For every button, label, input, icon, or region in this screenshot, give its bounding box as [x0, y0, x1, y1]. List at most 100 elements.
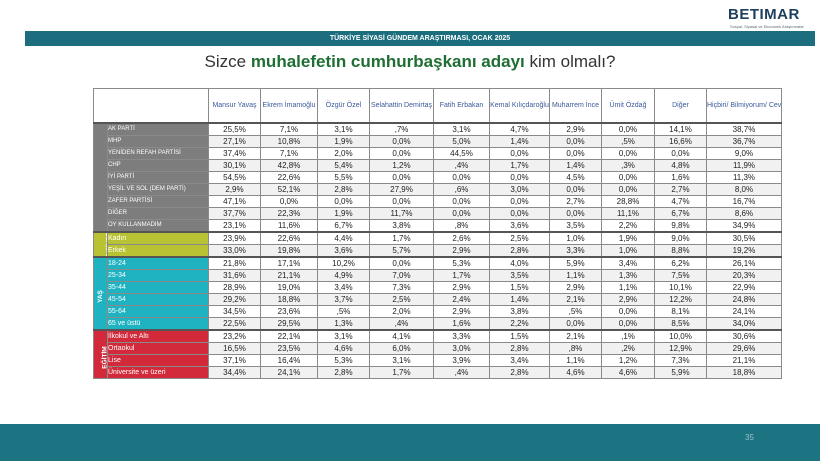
cell-value: 1,9% [601, 231, 655, 245]
cell-value: 1,1% [549, 269, 602, 282]
cell-value: 0,0% [654, 147, 707, 160]
cell-value: 5,3% [317, 354, 370, 367]
cell-value: 10,0% [654, 329, 707, 343]
row-label: İYİ PARTİ [107, 171, 209, 184]
cell-value: 7,1% [260, 147, 318, 160]
question-suffix: kim olmalı? [524, 52, 616, 71]
cell-value: 4,7% [489, 122, 550, 136]
cell-value: 26,1% [706, 256, 782, 270]
row-label: Kadın [107, 231, 209, 245]
cell-value: 5,7% [369, 244, 434, 258]
col-header: Mansur Yavaş [208, 88, 261, 124]
cell-value: 8,6% [706, 207, 782, 220]
row-label: MHP [107, 135, 209, 148]
cell-value: 2,2% [601, 219, 655, 233]
cell-value: 4,5% [549, 171, 602, 184]
cell-value: 2,9% [433, 244, 490, 258]
cell-value: 2,7% [549, 195, 602, 208]
cell-value: 30,6% [706, 329, 782, 343]
cell-value: 19,2% [706, 244, 782, 258]
col-header: Ekrem İmamoğlu [260, 88, 318, 124]
cell-value: 1,7% [433, 269, 490, 282]
cell-value: ,6% [433, 183, 490, 196]
cell-value: 5,0% [433, 135, 490, 148]
cell-value: 3,5% [549, 219, 602, 233]
header-blank [93, 88, 209, 124]
cell-value: 2,0% [369, 305, 434, 318]
cell-value: 23,2% [208, 329, 261, 343]
cell-value: 37,7% [208, 207, 261, 220]
cell-value: 9,0% [706, 147, 782, 160]
cell-value: 1,4% [489, 135, 550, 148]
cell-value: 0,0% [433, 195, 490, 208]
cell-value: 0,0% [489, 171, 550, 184]
cell-value: 2,9% [208, 183, 261, 196]
cell-value: 47,1% [208, 195, 261, 208]
footer-bar [0, 424, 820, 461]
question-prefix: Sizce [204, 52, 251, 71]
cell-value: 0,0% [433, 171, 490, 184]
cell-value: 31,6% [208, 269, 261, 282]
cell-value: 5,3% [433, 256, 490, 270]
cell-value: 3,1% [317, 122, 370, 136]
cell-value: 24,1% [260, 366, 318, 379]
cell-value: 2,7% [654, 183, 707, 196]
table-row: CİNSİYET Kadın 23,9% 22,6% 4,4% 1,7% 2,6% 2,5% 1… [93, 231, 782, 258]
cell-value: 16,6% [654, 135, 707, 148]
cell-value: 1,2% [601, 354, 655, 367]
cell-value: 3,9% [433, 354, 490, 367]
cell-value: 1,3% [317, 317, 370, 331]
row-label: 65 ve üstü [107, 317, 209, 331]
table-row: 35-44 28,9% 19,0% 3,4% 7,3% 2,9% 1,5% 2,9% 1,1% 1… [94, 281, 782, 294]
cell-value: 22,6% [260, 231, 318, 245]
cell-value: 0,0% [549, 183, 602, 196]
cell-value: 6,7% [654, 207, 707, 220]
col-header: Diğer [654, 88, 707, 124]
cell-value: 17,1% [260, 256, 318, 270]
cell-value: 2,8% [489, 244, 550, 258]
cell-value: 0,0% [601, 171, 655, 184]
group-label: YAŞ [93, 256, 108, 331]
cell-value: 0,0% [489, 147, 550, 160]
cell-value: 14,1% [654, 122, 707, 136]
row-label: Üniversite ve üzeri [107, 366, 209, 379]
cell-value: 54,5% [208, 171, 261, 184]
brand-tagline: Sosyal, Siyasal ve Ekonomik Araştırmalar [730, 24, 804, 29]
cell-value: 6,2% [654, 256, 707, 270]
cell-value: 0,0% [549, 147, 602, 160]
cell-value: 2,9% [433, 305, 490, 318]
cell-value: 7,3% [369, 281, 434, 294]
cell-value: 36,7% [706, 135, 782, 148]
cell-value: 23,9% [208, 231, 261, 245]
cell-value: 22,9% [706, 281, 782, 294]
table-row: ZAFER PARTİSİ 47,1% 0,0% 0,0% 0,0% 0,0% 0,0% 2,… [94, 195, 782, 208]
table-row: Erkek 33,0% 19,8% 3,6% 5,7% 2,9% 2,8% 3,3% 1,0% 8… [94, 244, 782, 258]
cell-value: 33,0% [208, 244, 261, 258]
cell-value: 0,0% [601, 147, 655, 160]
cell-value: ,3% [601, 159, 655, 172]
col-header: Ümit Özdağ [601, 88, 655, 124]
cell-value: 1,7% [489, 159, 550, 172]
cell-value: 3,4% [601, 256, 655, 270]
cell-value: 8,1% [654, 305, 707, 318]
cell-value: 2,8% [489, 366, 550, 379]
col-header: Kemal Kılıçdaroğlu [489, 88, 550, 124]
cell-value: 2,4% [433, 293, 490, 306]
table-row: MHP 27,1% 10,8% 1,9% 0,0% 5,0% 1,4% 0,0% ,5% 16,6… [94, 135, 782, 148]
cell-value: 1,1% [601, 281, 655, 294]
brand-logo: BETIMAR Sosyal, Siyasal ve Ekonomik Araş… [728, 6, 814, 32]
cell-value: 2,5% [489, 231, 550, 245]
cell-value: 5,9% [549, 256, 602, 270]
cell-value: 3,8% [489, 305, 550, 318]
cell-value: 3,0% [489, 183, 550, 196]
row-label: 18-24 [107, 256, 209, 270]
cell-value: 29,2% [208, 293, 261, 306]
group-label-text: EĞİTİM [101, 345, 108, 369]
cell-value: 4,6% [601, 366, 655, 379]
cell-value: ,4% [433, 366, 490, 379]
cell-value: 18,8% [706, 366, 782, 379]
page-number: 35 [745, 433, 754, 442]
cell-value: 37,1% [208, 354, 261, 367]
results-body: 14 MAYIS 2023 MİLLETVEKİLİ SEÇİMİAK PART… [93, 122, 782, 379]
row-label: Lise [107, 354, 209, 367]
